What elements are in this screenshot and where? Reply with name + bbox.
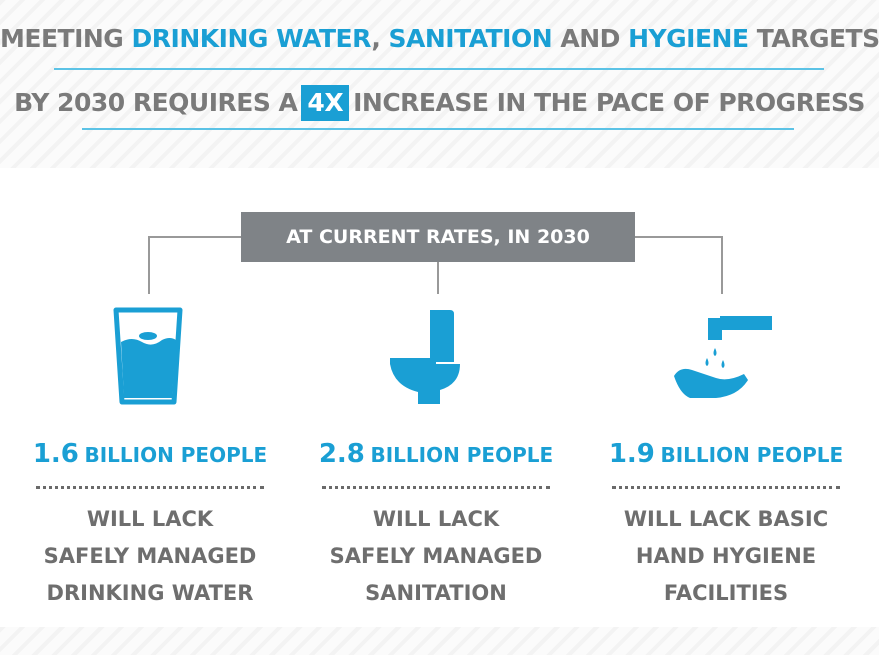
- headline-text: INCREASE IN THE PACE OF PROGRESS: [353, 88, 865, 117]
- bracket-right-vertical: [721, 236, 723, 294]
- dotted-divider: [36, 486, 264, 489]
- description-line: SANITATION: [365, 581, 507, 605]
- stat-column-sanitation: 2.8 BILLION PEOPLE WILL LACK SAFELY MANA…: [296, 434, 576, 612]
- headline-line-1: MEETING DRINKING WATER, SANITATION AND H…: [0, 24, 879, 53]
- toilet-icon: [388, 306, 468, 406]
- headline-text: MEETING: [0, 24, 132, 53]
- current-rates-banner: AT CURRENT RATES, IN 2030: [241, 212, 635, 262]
- description-line: FACILITIES: [663, 581, 789, 605]
- headline-accent-drinking-water: DRINKING WATER: [131, 24, 372, 53]
- stat-headline: 1.6 BILLION PEOPLE: [10, 434, 290, 474]
- description-line: DRINKING WATER: [46, 581, 254, 605]
- description-line: WILL LACK BASIC: [623, 507, 829, 531]
- stat-description: WILL LACK SAFELY MANAGED DRINKING WATER: [10, 501, 290, 612]
- bracket-left-vertical: [148, 236, 150, 294]
- headline-accent-hygiene: HYGIENE: [628, 24, 749, 53]
- stat-unit: BILLION PEOPLE: [84, 443, 268, 467]
- striped-footer-background: [0, 627, 879, 655]
- bracket-right-horizontal: [635, 236, 723, 238]
- stat-unit: BILLION PEOPLE: [660, 443, 844, 467]
- headline-rule-top: [54, 68, 824, 70]
- headline-accent-sanitation: SANITATION: [388, 24, 553, 53]
- water-glass-icon: [112, 306, 184, 406]
- stat-description: WILL LACK BASIC HAND HYGIENE FACILITIES: [586, 501, 866, 612]
- stat-headline: 1.9 BILLION PEOPLE: [586, 434, 866, 474]
- headline-text: AND: [552, 24, 629, 53]
- dotted-divider: [322, 486, 550, 489]
- highlight-4x-badge: 4X: [301, 85, 350, 121]
- dotted-divider: [612, 486, 840, 489]
- stat-number: 1.9: [608, 439, 655, 469]
- headline-text: TARGETS: [748, 24, 879, 53]
- headline-line-2: BY 2030 REQUIRES A 4X INCREASE IN THE PACE…: [0, 85, 879, 121]
- description-line: WILL LACK: [86, 507, 214, 531]
- stat-column-drinking-water: 1.6 BILLION PEOPLE WILL LACK SAFELY MANA…: [10, 434, 290, 612]
- stat-description: WILL LACK SAFELY MANAGED SANITATION: [296, 501, 576, 612]
- headline-text: ,: [371, 24, 389, 53]
- description-line: WILL LACK: [372, 507, 500, 531]
- description-line: SAFELY MANAGED: [43, 544, 257, 568]
- stat-unit: BILLION PEOPLE: [370, 443, 554, 467]
- striped-header-background: [0, 0, 879, 168]
- stat-column-hygiene: 1.9 BILLION PEOPLE WILL LACK BASIC HAND …: [586, 434, 866, 612]
- stat-number: 1.6: [32, 439, 79, 469]
- stat-number: 2.8: [318, 439, 365, 469]
- bracket-center-vertical: [437, 262, 439, 294]
- description-line: HAND HYGIENE: [635, 544, 817, 568]
- handwashing-icon: [668, 310, 778, 406]
- bracket-left-horizontal: [148, 236, 241, 238]
- headline-text: BY 2030 REQUIRES A: [14, 88, 298, 117]
- description-line: SAFELY MANAGED: [329, 544, 543, 568]
- headline-rule-bottom: [82, 128, 794, 130]
- stat-headline: 2.8 BILLION PEOPLE: [296, 434, 576, 474]
